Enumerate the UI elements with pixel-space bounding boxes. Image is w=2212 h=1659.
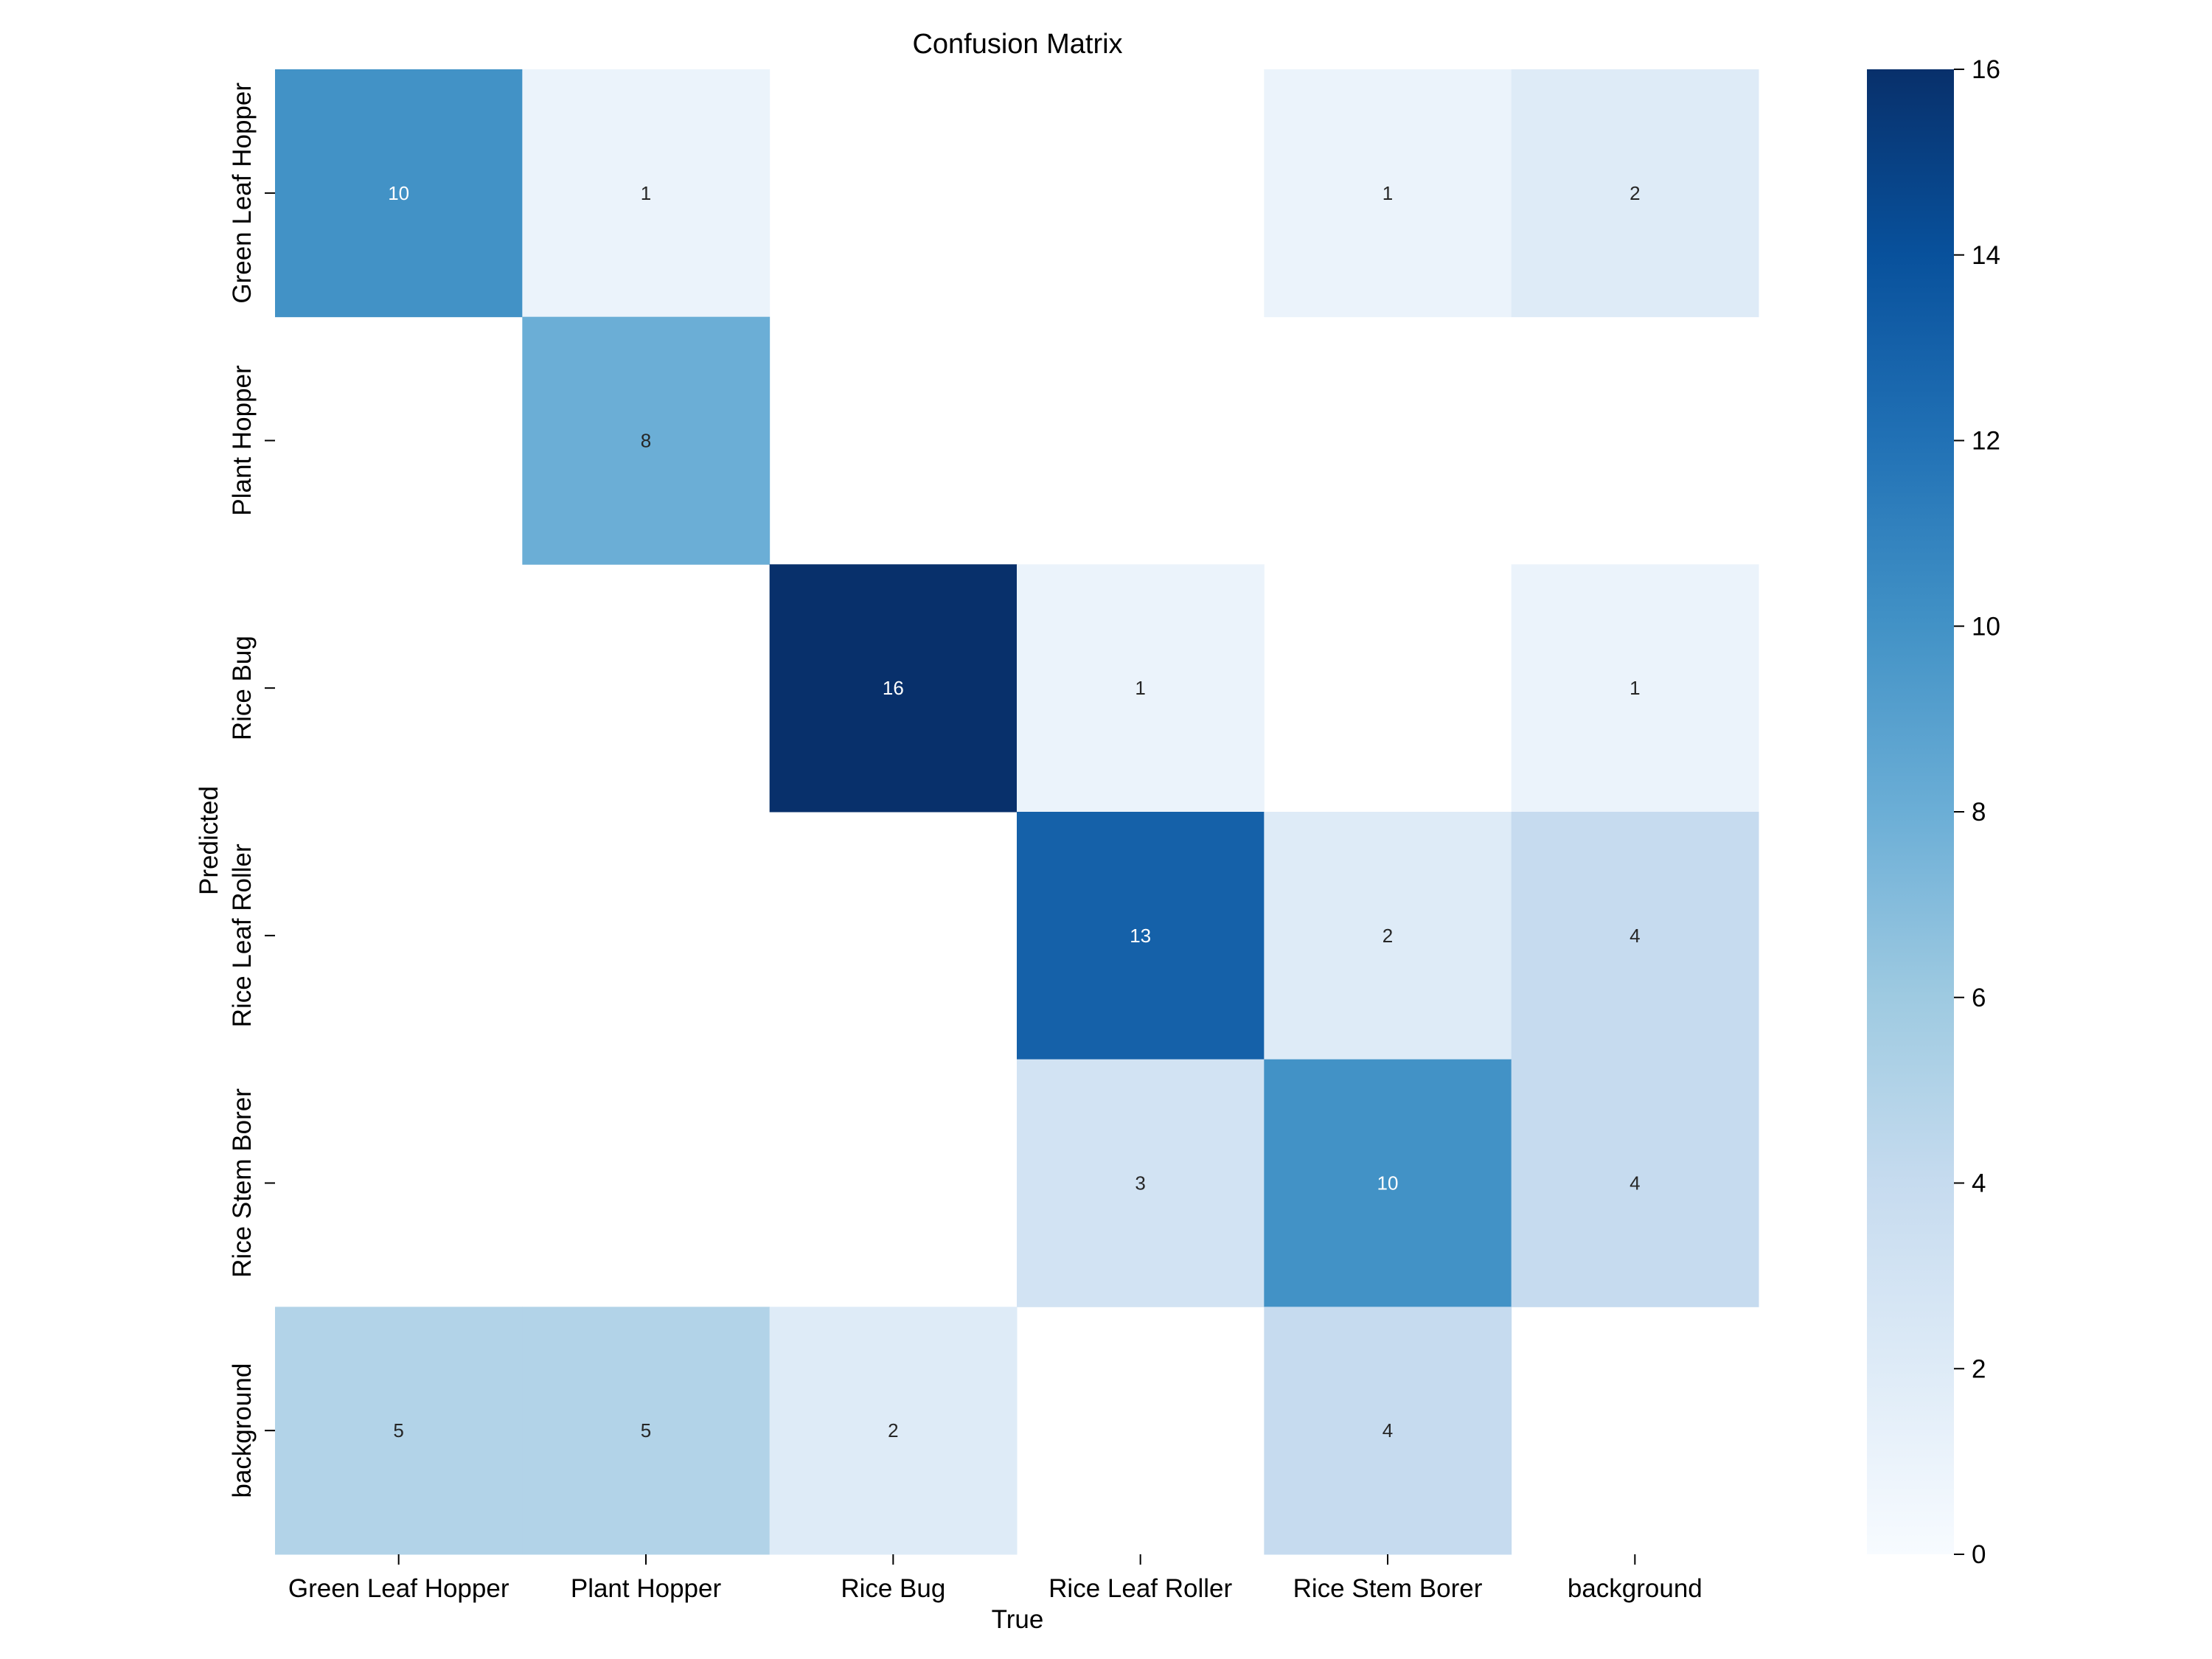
colorbar-tick-label-12: 12: [1972, 427, 2000, 456]
cell-r3-c3: [1017, 812, 1265, 1060]
colorbar-tick-label-14: 14: [1972, 241, 2000, 270]
colorbar-tick-label-2: 2: [1972, 1354, 1986, 1383]
colorbar-tick-label-10: 10: [1972, 612, 2000, 641]
cell-r0-c5: [1511, 69, 1759, 318]
cell-r2-c3: [1017, 564, 1265, 813]
cell-value-r3-c3: 13: [1130, 925, 1151, 947]
x-tick-label-background: background: [1568, 1574, 1703, 1603]
cell-r5-c4: [1264, 1307, 1512, 1555]
cell-r3-c4: [1264, 812, 1512, 1060]
cell-value-r5-c2: 2: [888, 1419, 898, 1441]
x-axis-ticks: Green Leaf Hopper Plant Hopper Rice Bug Ric…: [288, 1554, 1703, 1603]
cell-value-r0-c0: 10: [388, 182, 409, 204]
cell-r1-c1: [522, 316, 771, 565]
cell-r0-c1: [522, 69, 771, 318]
x-tick-label-rice-bug: Rice Bug: [841, 1574, 945, 1603]
cell-r4-c3: [1017, 1059, 1265, 1307]
cell-r0-c0: [275, 69, 523, 318]
y-tick-label-background: background: [228, 1363, 257, 1498]
cell-value-r0-c4: 1: [1382, 182, 1393, 204]
cell-r2-c2: [769, 564, 1018, 813]
cell-value-r5-c0: 5: [393, 1419, 403, 1441]
cell-value-r2-c5: 1: [1630, 677, 1640, 699]
x-tick-label-green-leaf-hopper: Green Leaf Hopper: [288, 1574, 509, 1603]
cell-r5-c2: [769, 1307, 1018, 1555]
y-tick-label-green-leaf-hopper: Green Leaf Hopper: [228, 83, 257, 304]
colorbar-tick-label-4: 4: [1972, 1169, 1986, 1198]
cell-value-r2-c2: 16: [883, 677, 904, 699]
y-axis-label: Predicted: [195, 786, 223, 895]
colorbar-tick-label-8: 8: [1972, 798, 1986, 827]
cell-r5-c0: [275, 1307, 523, 1555]
cell-r5-c1: [522, 1307, 771, 1555]
cell-value-r3-c5: 4: [1630, 925, 1640, 947]
cell-r2-c5: [1511, 564, 1759, 813]
colorbar-tick-label-0: 0: [1972, 1540, 1986, 1569]
cell-value-r4-c5: 4: [1630, 1172, 1640, 1194]
y-tick-label-rice-bug: Rice Bug: [228, 636, 257, 740]
heatmap-cells: 10 1 1 2 8 16 1 1 13 2 4 3 10 4 5 5 2 4: [275, 69, 1759, 1555]
chart-title: Confusion Matrix: [912, 29, 1122, 60]
cell-r4-c5: [1511, 1059, 1759, 1307]
colorbar-tick-label-16: 16: [1972, 55, 2000, 84]
cell-value-r5-c1: 5: [641, 1419, 651, 1441]
x-tick-label-rice-leaf-roller: Rice Leaf Roller: [1048, 1574, 1232, 1603]
cell-value-r4-c3: 3: [1135, 1172, 1145, 1194]
y-axis-ticks: Green Leaf Hopper Plant Hopper Rice Bug Ric…: [228, 83, 275, 1498]
y-tick-label-rice-stem-borer: Rice Stem Borer: [228, 1088, 257, 1278]
cell-value-r2-c3: 1: [1135, 677, 1145, 699]
cell-r3-c5: [1511, 812, 1759, 1060]
y-tick-label-rice-leaf-roller: Rice Leaf Roller: [228, 844, 257, 1027]
colorbar-tick-label-6: 6: [1972, 984, 1986, 1012]
cell-value-r5-c4: 4: [1382, 1419, 1393, 1441]
colorbar: 0 2 4 6 8 10 12 14 16: [1867, 55, 2000, 1569]
x-tick-label-plant-hopper: Plant Hopper: [571, 1574, 722, 1603]
x-tick-label-rice-stem-borer: Rice Stem Borer: [1293, 1574, 1483, 1603]
cell-value-r3-c4: 2: [1382, 925, 1393, 947]
cell-r4-c4: [1264, 1059, 1512, 1307]
colorbar-gradient: [1867, 69, 1954, 1554]
y-tick-label-plant-hopper: Plant Hopper: [228, 365, 257, 516]
cell-value-r4-c4: 10: [1377, 1172, 1399, 1194]
cell-value-r1-c1: 8: [641, 430, 651, 452]
x-axis-label: True: [992, 1605, 1044, 1634]
cell-value-r0-c5: 2: [1630, 182, 1640, 204]
cell-value-r0-c1: 1: [641, 182, 651, 204]
cell-r0-c4: [1264, 69, 1512, 318]
